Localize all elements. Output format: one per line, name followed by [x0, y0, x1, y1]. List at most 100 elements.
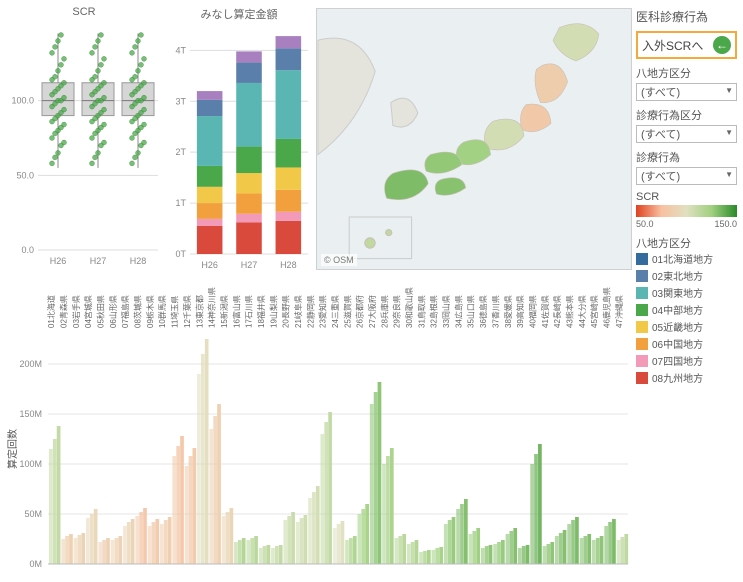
svg-text:22静岡県: 22静岡県 [305, 295, 315, 328]
svg-text:26京都府: 26京都府 [355, 295, 365, 328]
svg-text:02青森県: 02青森県 [59, 295, 69, 328]
svg-text:39高知県: 39高知県 [515, 295, 525, 328]
amount-chart: 0T1T2T3T4TH26H27H28 [164, 26, 314, 272]
prefecture-bar-chart: 0M50M100M150M200M算定回数01北海道02青森県03岩手県04宮城… [4, 274, 632, 572]
scr-gradient-bar [636, 205, 737, 217]
svg-text:29奈良県: 29奈良県 [392, 295, 402, 328]
filter-category-select[interactable]: (すべて) [636, 125, 737, 143]
svg-text:08茨城県: 08茨城県 [133, 295, 143, 328]
svg-text:32島根県: 32島根県 [429, 295, 439, 328]
legend-item[interactable]: 04中部地方 [636, 302, 737, 317]
svg-text:H27: H27 [241, 260, 258, 270]
svg-text:30和歌山県: 30和歌山県 [404, 287, 414, 328]
svg-text:25滋賀県: 25滋賀県 [342, 295, 352, 328]
svg-text:10群馬県: 10群馬県 [157, 295, 167, 328]
svg-text:05秋田県: 05秋田県 [96, 295, 106, 328]
amount-title: みなし算定金額 [164, 6, 314, 22]
map-panel[interactable]: © OSM [316, 8, 632, 270]
svg-text:100.0: 100.0 [11, 96, 34, 106]
svg-text:40福岡県: 40福岡県 [528, 295, 537, 328]
svg-text:46鹿児島県: 46鹿児島県 [601, 287, 611, 328]
legend-item[interactable]: 01北海道地方 [636, 251, 737, 266]
svg-text:24三重県: 24三重県 [330, 295, 340, 328]
legend-label: 06中国地方 [652, 336, 703, 351]
svg-text:200M: 200M [19, 359, 42, 369]
scr-gradient-legend: SCR 50.0 150.0 [636, 191, 737, 229]
svg-text:2T: 2T [175, 147, 186, 157]
legend-item[interactable]: 03関東地方 [636, 285, 737, 300]
legend-swatch [636, 304, 648, 316]
scr-gradient-title: SCR [636, 191, 737, 203]
svg-text:12千葉県: 12千葉県 [182, 295, 192, 328]
scr-gradient-labels: 50.0 150.0 [636, 219, 737, 229]
filter-region-label: 八地方区分 [636, 65, 737, 81]
svg-text:36徳島県: 36徳島県 [478, 295, 488, 328]
svg-text:H26: H26 [201, 260, 218, 270]
legend-swatch [636, 270, 648, 282]
nav-scr-button[interactable]: 入外SCRへ ← [636, 31, 737, 59]
arrow-left-icon: ← [713, 36, 731, 54]
svg-text:07福島県: 07福島県 [120, 295, 130, 328]
legend-swatch [636, 372, 648, 384]
scr-box-chart: 0.050.0100.0H26H27H28 [4, 22, 164, 268]
region-legend: 八地方区分 01北海道地方 02東北地方 03関東地方 04中部地方 05近畿地方 06中… [636, 235, 737, 385]
legend-swatch [636, 355, 648, 367]
svg-text:47沖縄県: 47沖縄県 [614, 295, 624, 328]
filter-region-select[interactable]: (すべて) [636, 83, 737, 101]
svg-text:17石川県: 17石川県 [245, 295, 254, 328]
filter-procedure-label: 診療行為 [636, 149, 737, 165]
legend-item[interactable]: 02東北地方 [636, 268, 737, 283]
legend-label: 05近畿地方 [652, 319, 703, 334]
svg-text:42長崎県: 42長崎県 [552, 295, 562, 328]
svg-text:21岐阜県: 21岐阜県 [293, 295, 303, 328]
legend-label: 01北海道地方 [652, 251, 713, 266]
svg-text:06山形県: 06山形県 [108, 295, 118, 328]
svg-text:50.0: 50.0 [16, 170, 34, 180]
svg-text:01北海道: 01北海道 [46, 295, 56, 328]
sidebar: 医科診療行為 入外SCRへ ← 八地方区分 (すべて) 診療行為区分 (すべて)… [634, 4, 739, 578]
map-attribution: © OSM [321, 254, 357, 266]
filter-procedure-select[interactable]: (すべて) [636, 167, 737, 185]
svg-text:41佐賀県: 41佐賀県 [540, 295, 550, 328]
svg-text:37香川県: 37香川県 [490, 295, 500, 328]
legend-swatch [636, 321, 648, 333]
legend-label: 03関東地方 [652, 285, 703, 300]
legend-item[interactable]: 06中国地方 [636, 336, 737, 351]
svg-text:150M: 150M [19, 409, 42, 419]
japan-map [317, 9, 631, 269]
filter-category: 診療行為区分 (すべて) [636, 107, 737, 143]
svg-text:13東京都: 13東京都 [194, 295, 204, 328]
legend-swatch [636, 287, 648, 299]
filter-region: 八地方区分 (すべて) [636, 65, 737, 101]
svg-text:H27: H27 [90, 256, 107, 266]
svg-text:27大阪府: 27大阪府 [367, 295, 377, 328]
svg-text:15新潟県: 15新潟県 [219, 295, 229, 328]
svg-text:34広島県: 34広島県 [453, 295, 463, 328]
svg-text:100M: 100M [19, 459, 42, 469]
svg-text:04宮城県: 04宮城県 [83, 295, 93, 328]
svg-text:H28: H28 [130, 256, 147, 266]
svg-text:43熊本県: 43熊本県 [564, 295, 574, 328]
legend-item[interactable]: 07四国地方 [636, 353, 737, 368]
svg-text:44大分県: 44大分県 [577, 295, 587, 328]
svg-text:0M: 0M [29, 559, 42, 569]
prefecture-bar-panel: 0M50M100M150M200M算定回数01北海道02青森県03岩手県04宮城… [4, 274, 634, 578]
legend-label: 07四国地方 [652, 353, 703, 368]
svg-text:算定回数: 算定回数 [6, 429, 19, 469]
svg-text:09栃木県: 09栃木県 [145, 295, 155, 328]
svg-text:45宮崎県: 45宮崎県 [589, 295, 599, 328]
svg-text:23愛知県: 23愛知県 [318, 295, 328, 328]
svg-text:19山梨県: 19山梨県 [268, 295, 278, 328]
svg-text:1T: 1T [175, 198, 186, 208]
svg-text:38愛媛県: 38愛媛県 [503, 295, 513, 328]
svg-text:H26: H26 [50, 256, 67, 266]
svg-text:03岩手県: 03岩手県 [71, 295, 81, 328]
legend-item[interactable]: 05近畿地方 [636, 319, 737, 334]
region-legend-title: 八地方区分 [636, 235, 737, 251]
legend-label: 02東北地方 [652, 268, 703, 283]
legend-swatch [636, 253, 648, 265]
legend-label: 04中部地方 [652, 302, 703, 317]
legend-item[interactable]: 08九州地方 [636, 370, 737, 385]
svg-text:11埼玉県: 11埼玉県 [170, 296, 180, 328]
svg-text:H28: H28 [280, 260, 297, 270]
